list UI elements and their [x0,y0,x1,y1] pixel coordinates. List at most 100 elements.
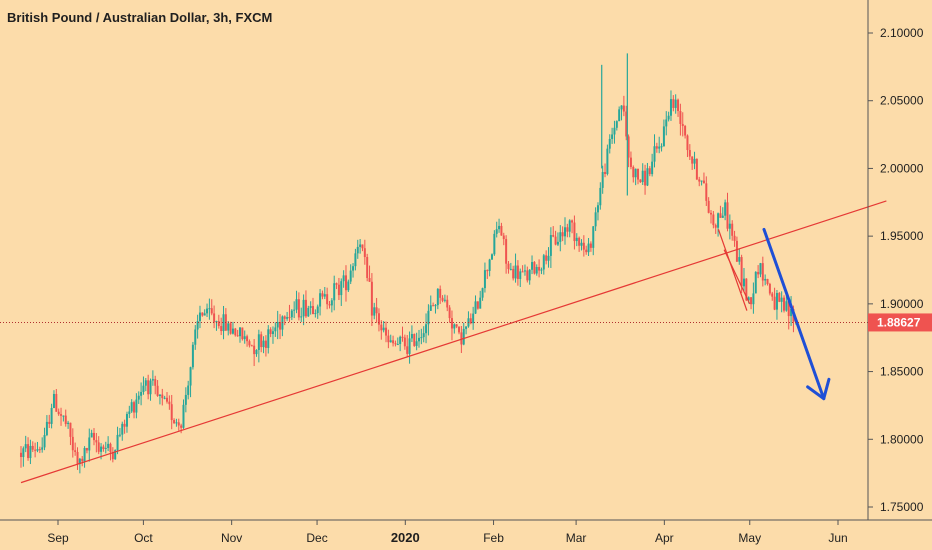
candle-body [330,300,333,306]
candle-body [260,334,263,348]
candle-body [604,172,607,174]
candle-body [201,312,204,316]
candle-body [490,254,493,260]
y-tick-label: 2.05000 [880,94,924,108]
y-tick-label: 2.00000 [880,161,924,175]
y-tick-label: 2.10000 [880,26,924,40]
candle-body [168,401,171,405]
candle-body [571,220,574,223]
candle-body [137,395,140,400]
candle-body [761,263,764,281]
candle-body [540,269,543,271]
candle-body [542,255,545,270]
y-tick-label: 1.95000 [880,229,924,243]
candle-body [773,296,776,310]
candle-body [662,126,665,147]
x-tick-label: Apr [655,531,674,545]
candle-body [514,265,517,279]
candle-body [19,452,22,458]
candle-body [710,212,713,215]
candle-body [95,440,98,443]
candle-body [206,308,209,314]
candle-body [500,225,503,236]
candle-body [392,340,395,344]
candle-body [60,414,63,416]
y-tick-label: 1.75000 [880,500,924,514]
candle-body [691,156,694,164]
candle-body [429,305,432,311]
candle-body [102,446,105,449]
candle-body [766,278,769,284]
candle-body [385,327,388,336]
candle-body [686,135,689,151]
candle-body [333,283,336,301]
candle-body [198,312,201,322]
candle-body [759,263,762,275]
candle-body [735,240,738,262]
candle-body [535,266,538,274]
forecast-arrow-shaft[interactable] [762,227,826,401]
candle-body [344,275,347,291]
candle-body [377,313,380,325]
candle-body [300,316,303,318]
candle-body [76,451,79,464]
candle-body [262,340,265,348]
candle-body [140,391,143,396]
candle-body [677,99,680,112]
candle-body [533,262,536,274]
candle-body [712,214,715,226]
candle-body [448,307,451,319]
candle-body [615,121,618,128]
candle-body [564,227,566,237]
candle-body [22,448,25,458]
candle-body [672,99,675,108]
candle-body [674,99,677,108]
candle-body [203,313,206,316]
support-trendline[interactable] [20,200,887,484]
candle-body [109,443,112,453]
candle-body [231,328,234,334]
x-tick-label: May [738,531,761,545]
candle-body [163,397,166,399]
candle-body [757,271,760,275]
channel-line[interactable] [717,229,748,311]
x-tick-label: Sep [47,531,69,545]
candle-body [625,111,628,137]
channel-line[interactable] [723,249,751,305]
candle-body [370,281,373,316]
candle-body [71,436,74,451]
candle-body [128,411,131,414]
candle-body [340,281,343,296]
x-tick-label: Mar [566,531,587,545]
candle-body [745,278,748,301]
candle-body [531,262,534,270]
candle-body [34,449,37,451]
candle-body [45,421,48,436]
x-tick-label: Nov [221,531,242,545]
candle-body [170,404,173,421]
candle-body [227,323,230,331]
candle-body [354,253,357,267]
candle-body [401,336,404,338]
candle-body [481,288,484,298]
candle-body [196,321,199,330]
candle-body [408,338,411,354]
candle-body [236,335,239,337]
candle-body [488,259,491,271]
candle-body [667,115,670,120]
candle-body [695,158,698,180]
candle-body [627,136,630,158]
candle-body [731,223,734,236]
candle-body [118,434,121,436]
candle-body [149,380,152,395]
current-price-text: 1.88627 [877,315,921,329]
candle-body [601,172,604,188]
candle-body [41,447,44,450]
candle-body [295,299,298,310]
candle-body [182,404,185,428]
candle-body [599,187,602,206]
candle-body [559,232,562,242]
candle-body [88,437,91,451]
